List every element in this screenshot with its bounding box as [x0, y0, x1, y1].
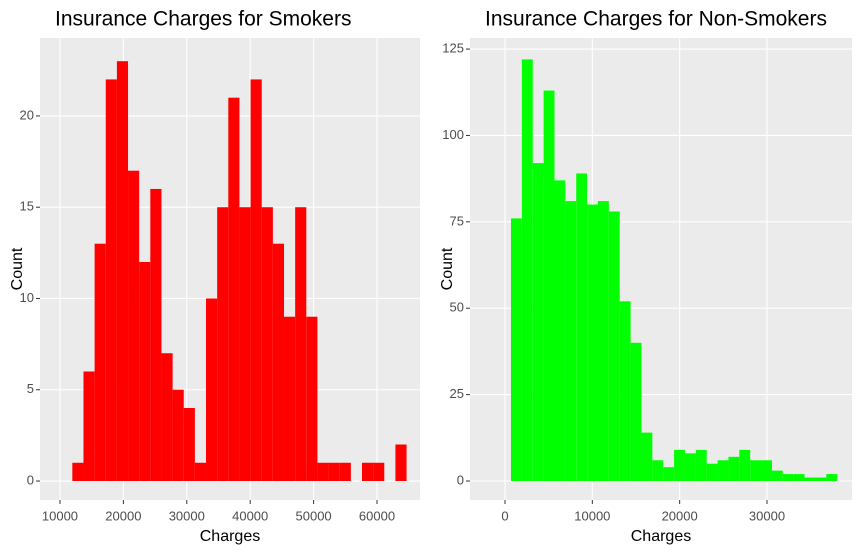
chart-title: Insurance Charges for Non-Smokers	[485, 8, 827, 31]
bar	[217, 207, 229, 482]
bar	[194, 462, 207, 482]
bar	[250, 79, 262, 482]
bar	[105, 79, 117, 482]
x-tick-label: 20000	[105, 508, 141, 523]
bar	[576, 173, 588, 481]
bar	[161, 353, 173, 482]
bar	[94, 243, 106, 482]
bar	[771, 470, 783, 481]
bar	[717, 460, 729, 481]
bar	[361, 462, 374, 482]
y-tick-label: 0	[457, 472, 464, 487]
bar	[804, 477, 816, 481]
bar	[272, 243, 285, 482]
chart-title: Insurance Charges for Smokers	[55, 8, 351, 31]
bar	[139, 261, 151, 482]
bar	[128, 170, 140, 482]
bar	[815, 477, 827, 481]
bar	[761, 460, 772, 481]
bar	[328, 462, 340, 482]
y-tick-label: 100	[442, 127, 464, 142]
y-tick-label: 50	[450, 300, 464, 315]
y-axis-label: Count	[9, 247, 26, 290]
bar	[826, 474, 838, 481]
bar	[295, 207, 307, 482]
x-tick-label: 20000	[662, 508, 698, 523]
bar	[565, 201, 577, 481]
bar	[652, 460, 664, 481]
bar	[695, 449, 707, 481]
y-tick-label: 75	[450, 213, 464, 228]
bar	[728, 456, 740, 481]
y-tick-label: 0	[27, 472, 34, 487]
bar	[674, 449, 685, 481]
bar	[116, 61, 129, 482]
bar	[306, 316, 318, 482]
bar	[587, 204, 598, 481]
x-tick-label: 10000	[574, 508, 610, 523]
y-axis-label: Count	[439, 247, 456, 290]
bar	[373, 462, 385, 482]
bar	[619, 301, 631, 481]
bar	[228, 97, 240, 482]
bar	[172, 389, 184, 482]
bar	[630, 342, 642, 481]
bar	[317, 462, 329, 482]
x-tick-label: 50000	[296, 508, 332, 523]
x-tick-label: 10000	[42, 508, 78, 523]
bar	[261, 207, 273, 482]
bar	[206, 298, 218, 482]
bar	[511, 218, 522, 481]
bar	[641, 432, 653, 481]
bar	[543, 90, 555, 481]
y-tick-label: 20	[20, 107, 34, 122]
bar	[239, 207, 251, 482]
y-tick-label: 15	[20, 199, 34, 214]
bar	[395, 444, 407, 482]
bar	[684, 453, 696, 481]
y-tick-label: 125	[442, 40, 464, 55]
bar	[608, 211, 620, 481]
bar	[72, 462, 84, 482]
x-tick-label: 40000	[232, 508, 268, 523]
bar	[750, 460, 762, 481]
x-tick-label: 60000	[359, 508, 395, 523]
bar	[597, 201, 609, 481]
x-tick-label: 0	[501, 508, 508, 523]
bar	[793, 474, 805, 481]
x-tick-label: 30000	[169, 508, 205, 523]
x-tick-label: 30000	[749, 508, 785, 523]
bar	[183, 408, 195, 482]
bar	[554, 180, 566, 481]
bar	[706, 463, 718, 481]
bar	[339, 462, 351, 482]
y-tick-label: 10	[20, 290, 34, 305]
x-axis-label: Charges	[631, 528, 691, 545]
y-tick-label: 25	[450, 386, 464, 401]
bar	[782, 474, 794, 481]
x-axis-label: Charges	[200, 528, 260, 545]
bar	[739, 449, 751, 481]
bar	[150, 188, 162, 482]
y-tick-label: 5	[27, 381, 34, 396]
bar	[83, 371, 95, 482]
bar	[663, 467, 675, 481]
bar	[521, 59, 533, 481]
bar	[284, 316, 296, 482]
bar	[532, 163, 544, 481]
